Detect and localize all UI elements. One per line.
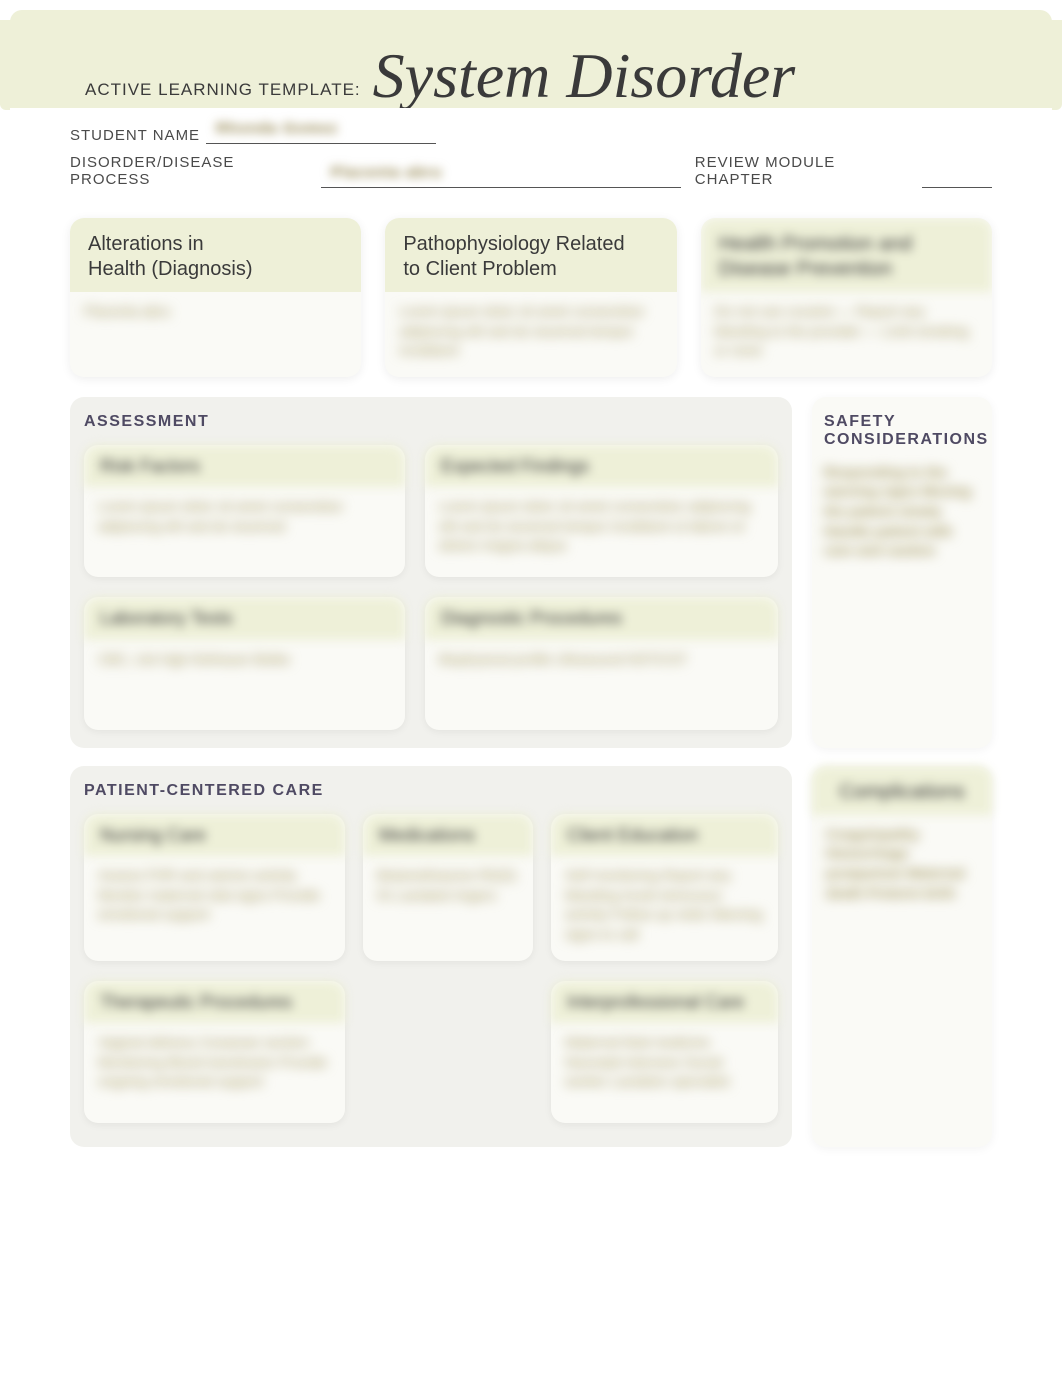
alterations-card: Alterations in Health (Diagnosis) Placen… (70, 218, 361, 377)
safety-panel: SAFETY CONSIDERATIONS Responding to the … (812, 397, 992, 748)
diagnostic-title: Diagnostic Procedures (425, 597, 778, 640)
health-promo-card: Health Promotion and Disease Prevention … (701, 218, 992, 377)
risk-factors-card: Risk Factors Lorem ipsum dolor sit amet … (84, 445, 405, 578)
safety-label: SAFETY CONSIDERATIONS (824, 413, 980, 449)
safety-body: Responding to the warning signs Moving t… (824, 463, 980, 561)
nursing-care-card: Nursing Care Assess FHR and uterine acti… (84, 814, 345, 961)
student-underline: Rhonda Gomez (206, 126, 436, 144)
student-label: STUDENT NAME (70, 127, 200, 144)
risk-factors-title: Risk Factors (84, 445, 405, 488)
complications-title: Complications (812, 766, 992, 815)
pcc-grid-bottom: Therapeutic Procedures Vaginal delivery … (84, 981, 778, 1124)
assessment-label: ASSESSMENT (84, 413, 778, 431)
interprofessional-title: Interprofessional Care (551, 981, 778, 1024)
lab-tests-body: CBC, clot Hgb Kleihauer-Betke (84, 640, 405, 730)
pcc-panel: PATIENT-CENTERED CARE Nursing Care Asses… (70, 766, 792, 1147)
expected-findings-title: Expected Findings (425, 445, 778, 488)
template-prefix: ACTIVE LEARNING TEMPLATE: (85, 80, 361, 100)
lab-tests-title: Laboratory Tests (84, 597, 405, 640)
client-education-title: Client Education (551, 814, 778, 857)
complications-card: Complications Coagulopathy Hemorrhage po… (812, 766, 992, 1147)
medications-body: Betamethasone Rh(D) IG Lactated ringers (363, 856, 533, 956)
review-underline (922, 170, 992, 188)
body-container: STUDENT NAME Rhonda Gomez DISORDER/DISEA… (10, 108, 1052, 1377)
alterations-title: Alterations in Health (Diagnosis) (70, 218, 361, 292)
client-education-card: Client Education Self monitoring Report … (551, 814, 778, 961)
pathophys-title: Pathophysiology Related to Client Proble… (385, 218, 676, 292)
medications-card: Medications Betamethasone Rh(D) IG Lacta… (363, 814, 533, 961)
meta-block: STUDENT NAME Rhonda Gomez DISORDER/DISEA… (70, 126, 992, 188)
disorder-label: DISORDER/DISEASE PROCESS (70, 154, 301, 188)
diagnostic-card: Diagnostic Procedures Biophysical profil… (425, 597, 778, 730)
medications-title: Medications (363, 814, 533, 857)
pcc-grid-top: Nursing Care Assess FHR and uterine acti… (84, 814, 778, 961)
disorder-underline: Placenta abru (321, 170, 681, 188)
student-line: STUDENT NAME Rhonda Gomez (70, 126, 992, 144)
nursing-care-body: Assess FHR and uterine activity Monitor … (84, 856, 345, 956)
health-promo-body: Do not use cocaine — Report any bleeding… (701, 292, 992, 377)
therapeutic-title: Therapeutic Procedures (84, 981, 345, 1024)
review-label: REVIEW MODULE CHAPTER (695, 154, 902, 188)
header-band: ACTIVE LEARNING TEMPLATE: System Disorde… (0, 20, 1062, 110)
pcc-row: PATIENT-CENTERED CARE Nursing Care Asses… (70, 766, 992, 1147)
diagnostic-body: Biophysical profile Ultrasound NST/CST (425, 640, 778, 730)
health-promo-title: Health Promotion and Disease Prevention (701, 218, 992, 292)
interprofessional-body: Maternal fetal medicine Neonatal intensi… (551, 1023, 778, 1123)
page-title: System Disorder (373, 44, 795, 108)
expected-findings-body: Lorem ipsum dolor sit amet consectetur a… (425, 487, 778, 577)
student-value: Rhonda Gomez (216, 120, 338, 137)
risk-factors-body: Lorem ipsum dolor sit amet consectetur a… (84, 487, 405, 577)
pathophys-body: Lorem ipsum dolor sit amet consectetur a… (385, 292, 676, 377)
assessment-grid: Risk Factors Lorem ipsum dolor sit amet … (84, 445, 778, 730)
pathophys-card: Pathophysiology Related to Client Proble… (385, 218, 676, 377)
assessment-panel: ASSESSMENT Risk Factors Lorem ipsum dolo… (70, 397, 792, 748)
top-cards-row: Alterations in Health (Diagnosis) Placen… (70, 218, 992, 377)
disorder-line: DISORDER/DISEASE PROCESS Placenta abru R… (70, 154, 992, 188)
lab-tests-card: Laboratory Tests CBC, clot Hgb Kleihauer… (84, 597, 405, 730)
expected-findings-card: Expected Findings Lorem ipsum dolor sit … (425, 445, 778, 578)
assessment-row: ASSESSMENT Risk Factors Lorem ipsum dolo… (70, 397, 992, 748)
alterations-body: Placenta abru (70, 292, 361, 338)
complications-body: Coagulopathy Hemorrhage postpartum Mater… (812, 815, 992, 919)
client-education-body: Self monitoring Report any bleeding Avoi… (551, 856, 778, 960)
therapeutic-body: Vaginal delivery Cesarean section Monito… (84, 1023, 345, 1123)
pcc-label: PATIENT-CENTERED CARE (84, 782, 778, 800)
interprofessional-card: Interprofessional Care Maternal fetal me… (551, 981, 778, 1124)
therapeutic-card: Therapeutic Procedures Vaginal delivery … (84, 981, 345, 1124)
disorder-value: Placenta abru (331, 164, 442, 181)
nursing-care-title: Nursing Care (84, 814, 345, 857)
